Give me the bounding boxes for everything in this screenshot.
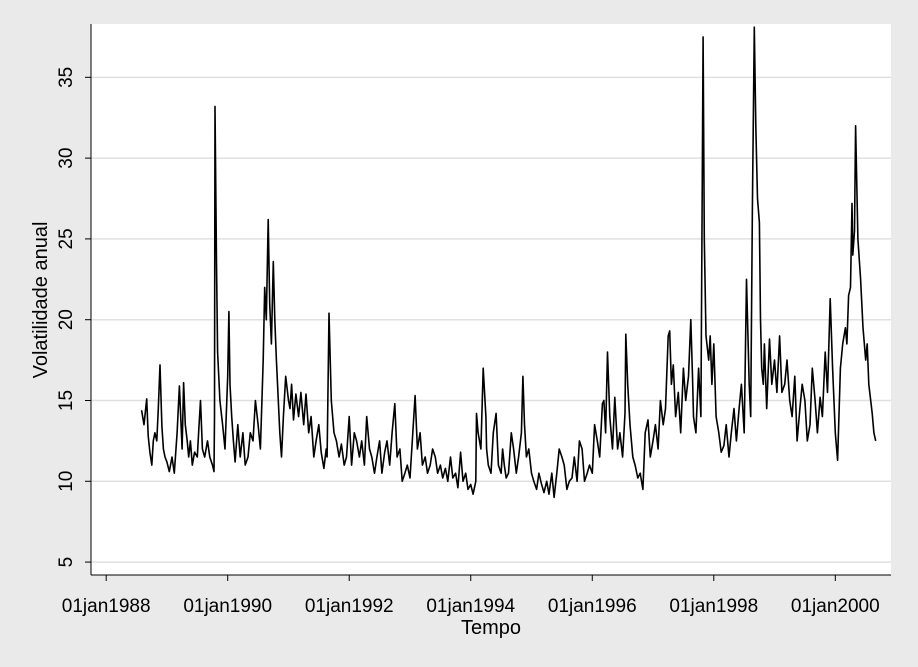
x-tick-label: 01jan1994 <box>426 596 515 617</box>
y-tick-label: 15 <box>56 390 77 411</box>
axes: 5 10 15 20 25 30 35 01jan1988 01jan1990 01jan1992… <box>56 24 891 617</box>
y-tick-label: 10 <box>56 471 77 492</box>
gridlines <box>91 76 891 563</box>
y-tick-label: 5 <box>56 557 77 568</box>
series-layer <box>140 26 877 499</box>
x-axis-title: Tempo <box>461 617 521 639</box>
y-tick-label: 25 <box>56 228 77 249</box>
y-tick-label: 20 <box>56 309 77 330</box>
y-tick-label: 30 <box>56 148 77 169</box>
x-tick-label: 01jan1990 <box>183 596 272 617</box>
x-tick-label: 01jan1988 <box>62 596 151 617</box>
x-tick-label: 01jan1998 <box>669 596 758 617</box>
y-tick-label: 35 <box>56 67 77 88</box>
x-tick-label: 01jan1996 <box>548 596 637 617</box>
series-line <box>140 26 877 499</box>
x-tick-label: 01jan1992 <box>305 596 394 617</box>
y-axis-title: Volatilidade anual <box>30 222 52 379</box>
plot-area <box>91 24 891 575</box>
x-tick-label: 01jan2000 <box>791 596 880 617</box>
